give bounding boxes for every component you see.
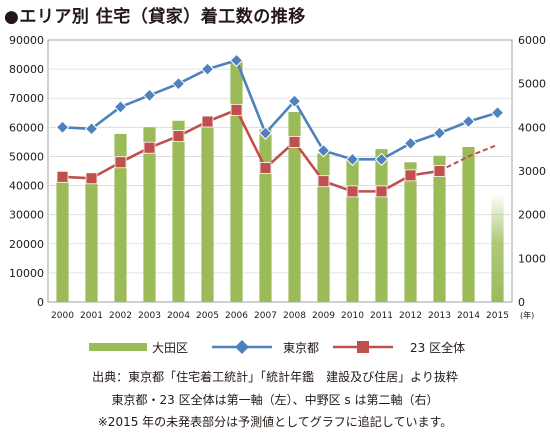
marker-ku23 (143, 141, 156, 154)
right-tick-label: 4000 (518, 121, 546, 134)
x-tick-label: 2010 (341, 311, 364, 321)
left-tick-label: 80000 (9, 63, 44, 76)
marker-tokyo (142, 88, 157, 103)
x-tick-label: 2004 (167, 311, 190, 321)
left-tick-label: 0 (37, 296, 44, 309)
axis-note: 東京都・23 区全体は第一軸（左）、中野区 s は第二軸（右） (111, 393, 439, 407)
marker-ku23 (346, 185, 359, 198)
x-tick-label: 2000 (51, 311, 74, 321)
left-axis: 0 10000 20000 30000 40000 50000 60000 70000 8000… (9, 34, 44, 309)
bar-ota (143, 127, 156, 302)
marker-ku23 (85, 172, 98, 185)
marker-ku23 (317, 175, 330, 188)
left-tick-label: 20000 (9, 238, 44, 251)
bar-ota (433, 155, 446, 302)
bar-ota (288, 112, 301, 302)
legend-label-ku23: 23 区全体 (410, 340, 465, 355)
bar-ota (85, 179, 98, 302)
left-tick-label: 10000 (9, 267, 44, 280)
marker-tokyo (374, 152, 389, 167)
marker-ku23 (375, 185, 388, 198)
legend-label-ota: 大田区 (152, 341, 188, 355)
right-tick-label: 0 (518, 296, 525, 309)
marker-ku23 (114, 156, 127, 169)
marker-tokyo (287, 94, 302, 108)
marker-tokyo (113, 100, 128, 114)
right-tick-label: 2000 (518, 209, 546, 222)
marker-tokyo (171, 76, 186, 91)
legend-marker-tokyo (235, 340, 249, 354)
marker-tokyo (229, 53, 244, 68)
left-tick-label: 60000 (9, 121, 44, 134)
chart-title: ●エリア別 住宅（貸家）着工数の推移 (4, 7, 306, 27)
left-tick-label: 30000 (9, 209, 44, 222)
x-axis-unit: (年) (520, 310, 534, 320)
marker-tokyo (432, 126, 447, 140)
x-tick-label: 2013 (428, 311, 451, 321)
x-tick-label: 2006 (225, 311, 248, 321)
x-tick-label: 2007 (254, 311, 277, 321)
x-tick-label: 2011 (370, 311, 393, 321)
marker-ku23 (259, 162, 272, 174)
x-tick-label: 2014 (457, 311, 480, 321)
marker-tokyo (258, 126, 273, 140)
legend-swatch-ota (89, 343, 147, 351)
line-series (55, 53, 505, 198)
x-tick-label: 2002 (109, 311, 132, 321)
marker-tokyo (316, 143, 331, 158)
x-tick-label: 2008 (283, 311, 306, 321)
projection-note: ※2015 年の未発表部分は予測値としてグラフに追記しています。 (97, 415, 453, 429)
marker-ku23 (56, 170, 69, 183)
left-tick-label: 50000 (9, 150, 44, 163)
marker-ku23 (404, 169, 417, 182)
x-axis: 2000 2001 2002 2003 2004 2005 2006 2007 2008 2009… (51, 310, 534, 321)
bar-ota (201, 125, 214, 303)
legend: 大田区 東京都 23 区全体 (89, 340, 465, 355)
bar-ota (404, 162, 417, 302)
marker-tokyo (490, 106, 505, 120)
bar-ota (375, 149, 388, 302)
bar-ota (114, 133, 127, 302)
right-tick-label: 3000 (518, 165, 546, 178)
bar-ota (172, 120, 185, 303)
x-tick-label: 2001 (80, 311, 103, 321)
bar-ota (259, 129, 272, 302)
source-note: 出典：東京都「住宅着工統計」「統計年鑑 建設及び住居」より抜粋 (92, 370, 458, 384)
marker-tokyo (345, 152, 360, 167)
x-tick-label: 2003 (138, 311, 161, 321)
chart-svg: 0100002000030000400005000060000700008000… (9, 34, 546, 355)
bar-ota (346, 160, 359, 302)
right-axis: 0 1000 2000 3000 4000 5000 6000 (518, 34, 546, 309)
right-tick-label: 6000 (518, 34, 546, 47)
bar-ota (491, 192, 504, 302)
marker-ku23 (172, 130, 185, 142)
marker-ku23 (230, 103, 243, 116)
marker-tokyo (84, 122, 99, 136)
legend-label-tokyo: 東京都 (283, 341, 319, 355)
line-tokyo (62, 59, 498, 161)
x-tick-label: 2009 (312, 311, 335, 321)
right-tick-label: 1000 (518, 252, 546, 265)
left-tick-label: 40000 (9, 180, 44, 193)
x-tick-label: 2005 (196, 311, 219, 321)
legend-marker-ku23 (357, 341, 369, 353)
marker-ku23 (201, 115, 214, 128)
left-tick-label: 70000 (9, 92, 44, 105)
marker-ku23 (433, 165, 446, 177)
line-ku23-projected (439, 143, 498, 172)
right-tick-label: 5000 (518, 78, 546, 91)
bar-ota (56, 179, 69, 302)
left-tick-label: 90000 (9, 34, 44, 47)
bar-ota (462, 146, 475, 302)
bar-ota (230, 61, 243, 303)
marker-tokyo (461, 114, 476, 129)
marker-ku23 (288, 135, 301, 148)
bar-ota (317, 153, 330, 302)
marker-tokyo (403, 136, 418, 151)
x-tick-label: 2015 (486, 311, 509, 321)
marker-tokyo (55, 120, 70, 135)
marker-tokyo (200, 62, 215, 76)
x-tick-label: 2012 (399, 311, 422, 321)
